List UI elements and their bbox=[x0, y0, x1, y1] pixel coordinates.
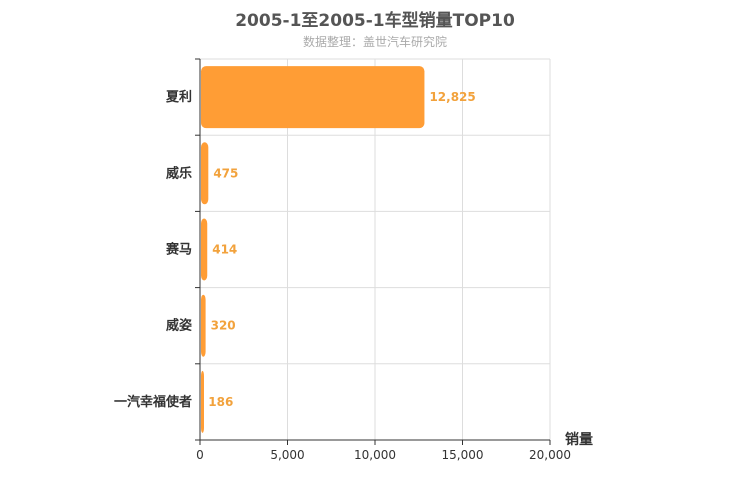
bar bbox=[201, 142, 209, 205]
chart-title: 2005-1至2005-1车型销量TOP10 bbox=[235, 11, 515, 31]
category-label: 夏利 bbox=[165, 89, 192, 105]
category-label: 威乐 bbox=[166, 165, 192, 181]
category-label: 一汽幸福使者 bbox=[114, 394, 192, 410]
bar bbox=[201, 294, 206, 357]
x-tick-label: 20,000 bbox=[529, 448, 571, 462]
chart-subtitle: 数据整理：盖世汽车研究院 bbox=[302, 35, 447, 49]
bar bbox=[201, 370, 204, 433]
value-label: 186 bbox=[208, 395, 233, 409]
value-label: 414 bbox=[212, 243, 237, 257]
labels: 12,825 夏利 475 威乐 414 赛马 320 威姿 186 一汽幸福使者 0 5,000 10… bbox=[114, 89, 571, 462]
x-tick-label: 5,000 bbox=[270, 448, 304, 462]
x-tick-label: 15,000 bbox=[442, 448, 484, 462]
value-label: 12,825 bbox=[429, 90, 475, 104]
x-tick-label: 10,000 bbox=[354, 448, 396, 462]
category-label: 威姿 bbox=[166, 318, 192, 334]
value-label: 475 bbox=[213, 166, 238, 180]
x-axis-name: 销量 bbox=[565, 431, 593, 448]
category-label: 赛马 bbox=[165, 242, 192, 258]
bar bbox=[201, 218, 208, 281]
axes bbox=[195, 58, 551, 445]
bars bbox=[201, 66, 425, 433]
x-tick-label: 0 bbox=[196, 448, 204, 462]
bar bbox=[201, 66, 425, 129]
value-label: 320 bbox=[211, 319, 236, 333]
